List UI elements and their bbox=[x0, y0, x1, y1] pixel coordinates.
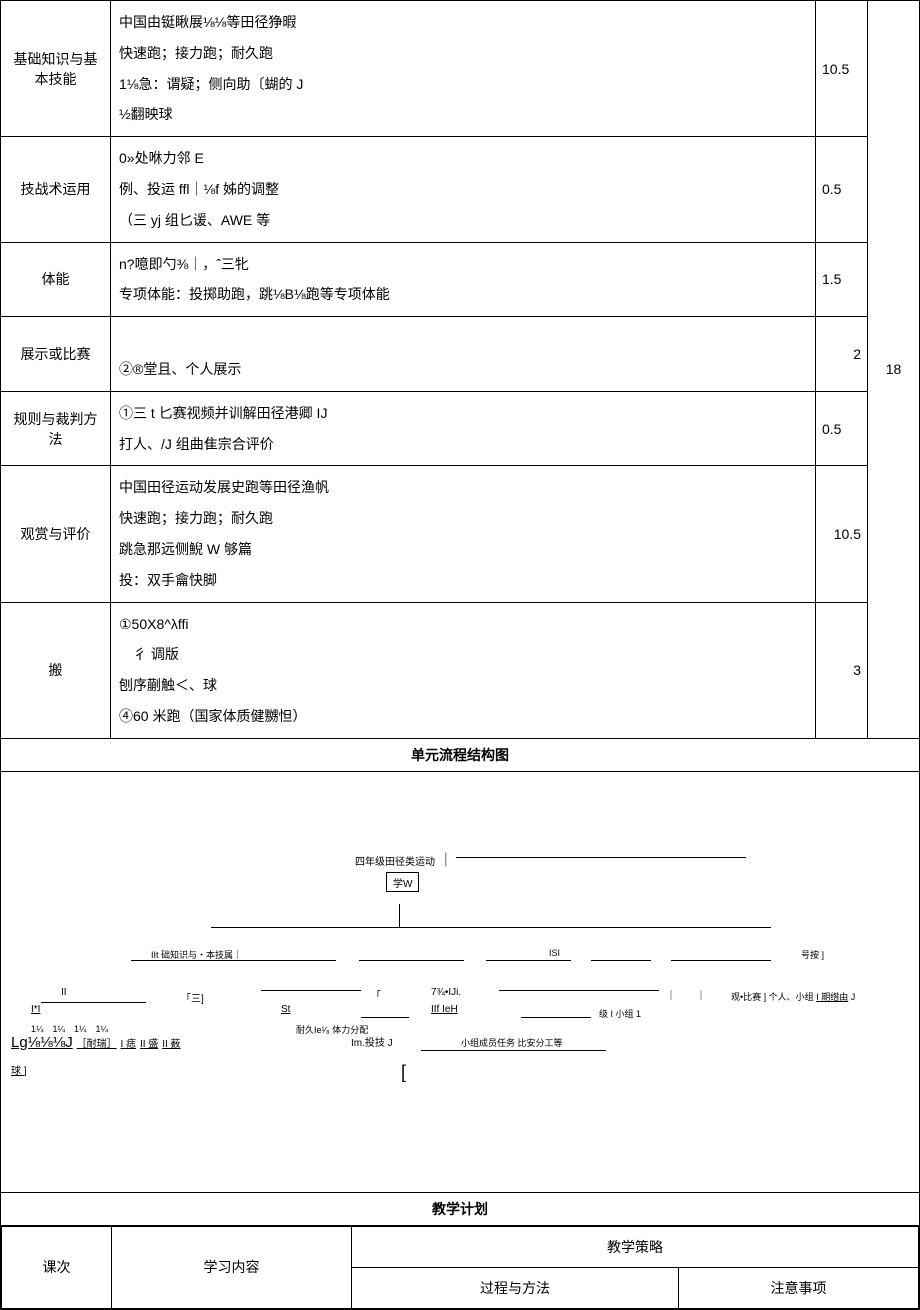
diagram-learn-node: 学W bbox=[393, 879, 412, 890]
table-row: 体能n?噫即勺⅜｜，ˆ三牝专项体能：投掷助跑，跳⅛B⅛跑等专项体能1.5 bbox=[1, 242, 920, 317]
diagram-r2b-a: I*I bbox=[31, 1004, 40, 1015]
row-header: 技战术运用 bbox=[1, 137, 111, 242]
curriculum-table: 基础知识与基本技能中国由铤瞅展⅛⅛等田径狰暇快速跑；接力跑；耐久跑1⅛急：谓疑；… bbox=[0, 0, 920, 1310]
table-row: 搬①50X8^λffi 彳 调版刨序蒯触＜、球④60 米跑（国家体质健嬲怛）3 bbox=[1, 602, 920, 738]
diagram-r3-ru: II 薮 bbox=[162, 1039, 180, 1050]
diagram-r2b-d: 级 I 小组 1 bbox=[599, 1007, 641, 1020]
diagram-r3-task: 小组成员任务 比安分工等 bbox=[461, 1036, 563, 1049]
plan-table: 课次 学习内容 教学策略 过程与方法 注意事项 bbox=[1, 1226, 919, 1309]
table-row: 技战术运用0»处咻力邻 E例、投运 ffl｜⅛f 姊的调整（三 yj 组匕谖、A… bbox=[1, 137, 920, 242]
row-content: 0»处咻力邻 E例、投运 ffl｜⅛f 姊的调整（三 yj 组匕谖、AWE 等 bbox=[111, 137, 816, 242]
plan-header-strategy: 教学策略 bbox=[352, 1226, 919, 1267]
diagram-label-isi: ISI bbox=[549, 948, 560, 958]
diagram-r3-im: Im.投技 J bbox=[351, 1034, 393, 1049]
table-row: 展示或比赛 ②®堂且、个人展示2 bbox=[1, 317, 920, 392]
diagram-r3-zhi: I 痣 bbox=[121, 1039, 137, 1050]
diagram-r2-e: 观•比赛 ] bbox=[731, 992, 766, 1002]
diagram-r2b-b: St bbox=[281, 1004, 290, 1015]
bracket-icon: ｜ bbox=[439, 852, 453, 868]
section-title-unit-flow: 单元流程结构图 bbox=[1, 738, 920, 771]
diagram-r2-d: 7¾•IJi. bbox=[431, 987, 461, 998]
row-header: 规则与裁判方法 bbox=[1, 391, 111, 466]
diagram-r2-ii2: ｜ bbox=[696, 987, 706, 1002]
row-value: 2 bbox=[816, 317, 868, 392]
diagram-label-far-right: 号按 ] bbox=[801, 948, 824, 961]
plan-header-notes: 注意事项 bbox=[679, 1267, 919, 1308]
row-value: 0.5 bbox=[816, 391, 868, 466]
row-value: 10.5 bbox=[816, 1, 868, 137]
row-content: 中国田径运动发展史跑等田径渔帆快速跑；接力跑；耐久跑跳急那远侧鯢 W 够篇投：双… bbox=[111, 466, 816, 602]
total-value: 18 bbox=[868, 1, 920, 739]
plan-header-session: 课次 bbox=[2, 1226, 112, 1308]
diagram-r2-ii1: ｜ bbox=[666, 987, 676, 1002]
plan-header-process: 过程与方法 bbox=[352, 1267, 679, 1308]
diagram-r2b-c: IIf IeH bbox=[431, 1004, 458, 1015]
row-content: 中国由铤瞅展⅛⅛等田径狰暇快速跑；接力跑；耐久跑1⅛急：谓疑；侧向助〔蝴的 J½… bbox=[111, 1, 816, 137]
diagram-r3-lg: Lg⅛⅛⅛J bbox=[11, 1034, 73, 1051]
diagram-r2-b: 「三] bbox=[181, 990, 204, 1005]
diagram-r2-f: 个人、小组 bbox=[769, 992, 814, 1002]
diagram-label-left1: IIt 础知识与・本技属｜ bbox=[151, 948, 242, 961]
diagram-qiu: 球 ] bbox=[11, 1062, 27, 1077]
section-title-teaching-plan: 教学计划 bbox=[1, 1192, 920, 1225]
row-header: 基础知识与基本技能 bbox=[1, 1, 111, 137]
unit-flow-diagram: 四年级田径类运动 ｜ 学W IIt 础知识与・本技属｜ ISI 号按 ] II bbox=[1, 772, 919, 1192]
row-content: ①50X8^λffi 彳 调版刨序蒯触＜、球④60 米跑（国家体质健嬲怛） bbox=[111, 602, 816, 738]
diagram-r2-g: I 期绺由 bbox=[816, 992, 848, 1002]
row-value: 1.5 bbox=[816, 242, 868, 317]
bracket-icon-2: J bbox=[851, 992, 856, 1002]
diagram-r3-nai: ［耐瑞］ bbox=[77, 1039, 117, 1050]
plan-header-content: 学习内容 bbox=[112, 1226, 352, 1308]
table-row: 观赏与评价中国田径运动发展史跑等田径渔帆快速跑；接力跑；耐久跑跳急那远侧鯢 W … bbox=[1, 466, 920, 602]
row-header: 观赏与评价 bbox=[1, 466, 111, 602]
row-content: ①三 t 匕赛视频并训解田径港卿 IJ打人、/J 组曲隹宗合评价 bbox=[111, 391, 816, 466]
row-header: 体能 bbox=[1, 242, 111, 317]
row-value: 0.5 bbox=[816, 137, 868, 242]
row-value: 3 bbox=[816, 602, 868, 738]
diagram-bracket: [ bbox=[401, 1062, 406, 1083]
table-row: 基础知识与基本技能中国由铤瞅展⅛⅛等田径狰暇快速跑；接力跑；耐久跑1⅛急：谓疑；… bbox=[1, 1, 920, 137]
diagram-top-node: 四年级田径类运动 bbox=[355, 857, 435, 868]
row-header: 展示或比赛 bbox=[1, 317, 111, 392]
row-content: n?噫即勺⅜｜，ˆ三牝专项体能：投掷助跑，跳⅛B⅛跑等专项体能 bbox=[111, 242, 816, 317]
row-header: 搬 bbox=[1, 602, 111, 738]
row-value: 10.5 bbox=[816, 466, 868, 602]
diagram-r2-a: II bbox=[61, 987, 67, 998]
diagram-cell: 四年级田径类运动 ｜ 学W IIt 础知识与・本技属｜ ISI 号按 ] II bbox=[1, 771, 920, 1192]
diagram-r3-sheng: II 盛 bbox=[140, 1039, 158, 1050]
row-content: ②®堂且、个人展示 bbox=[111, 317, 816, 392]
diagram-r2-c: 「 bbox=[371, 987, 381, 1002]
table-row: 规则与裁判方法①三 t 匕赛视频并训解田径港卿 IJ打人、/J 组曲隹宗合评价0… bbox=[1, 391, 920, 466]
